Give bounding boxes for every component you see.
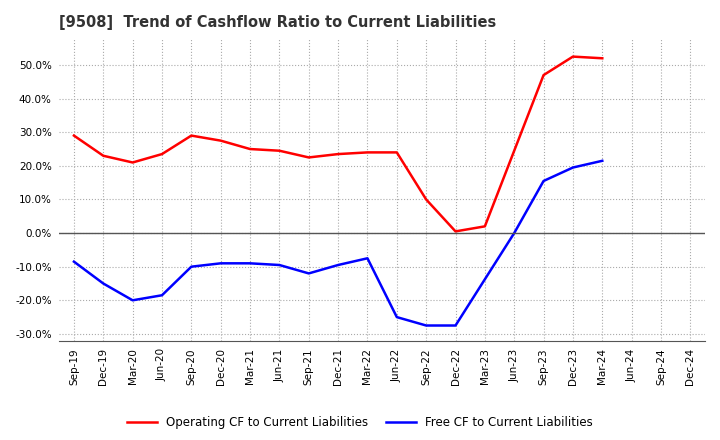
Free CF to Current Liabilities (158, 293, 166, 298)
Operating CF to Current Liabilities (158, 151, 166, 157)
Operating CF to Current Liabilities (480, 224, 489, 229)
Free CF to Current Liabilities (217, 260, 225, 266)
Operating CF to Current Liabilities (598, 55, 606, 61)
Operating CF to Current Liabilities (217, 138, 225, 143)
Free CF to Current Liabilities (334, 262, 343, 268)
Line: Free CF to Current Liabilities: Free CF to Current Liabilities (74, 161, 602, 326)
Free CF to Current Liabilities (539, 178, 548, 183)
Operating CF to Current Liabilities (187, 133, 196, 138)
Operating CF to Current Liabilities (569, 54, 577, 59)
Free CF to Current Liabilities (187, 264, 196, 269)
Operating CF to Current Liabilities (275, 148, 284, 154)
Text: [9508]  Trend of Cashflow Ratio to Current Liabilities: [9508] Trend of Cashflow Ratio to Curren… (59, 15, 497, 30)
Operating CF to Current Liabilities (305, 155, 313, 160)
Free CF to Current Liabilities (70, 259, 78, 264)
Operating CF to Current Liabilities (422, 197, 431, 202)
Free CF to Current Liabilities (598, 158, 606, 163)
Free CF to Current Liabilities (510, 231, 518, 236)
Line: Operating CF to Current Liabilities: Operating CF to Current Liabilities (74, 57, 602, 231)
Legend: Operating CF to Current Liabilities, Free CF to Current Liabilities: Operating CF to Current Liabilities, Fre… (122, 412, 598, 434)
Free CF to Current Liabilities (451, 323, 460, 328)
Free CF to Current Liabilities (128, 297, 137, 303)
Operating CF to Current Liabilities (363, 150, 372, 155)
Free CF to Current Liabilities (569, 165, 577, 170)
Operating CF to Current Liabilities (246, 147, 254, 152)
Operating CF to Current Liabilities (128, 160, 137, 165)
Operating CF to Current Liabilities (99, 153, 107, 158)
Free CF to Current Liabilities (246, 260, 254, 266)
Free CF to Current Liabilities (422, 323, 431, 328)
Free CF to Current Liabilities (363, 256, 372, 261)
Free CF to Current Liabilities (99, 281, 107, 286)
Operating CF to Current Liabilities (70, 133, 78, 138)
Operating CF to Current Liabilities (334, 151, 343, 157)
Free CF to Current Liabilities (392, 315, 401, 320)
Operating CF to Current Liabilities (539, 73, 548, 78)
Free CF to Current Liabilities (305, 271, 313, 276)
Operating CF to Current Liabilities (451, 229, 460, 234)
Free CF to Current Liabilities (275, 262, 284, 268)
Operating CF to Current Liabilities (392, 150, 401, 155)
